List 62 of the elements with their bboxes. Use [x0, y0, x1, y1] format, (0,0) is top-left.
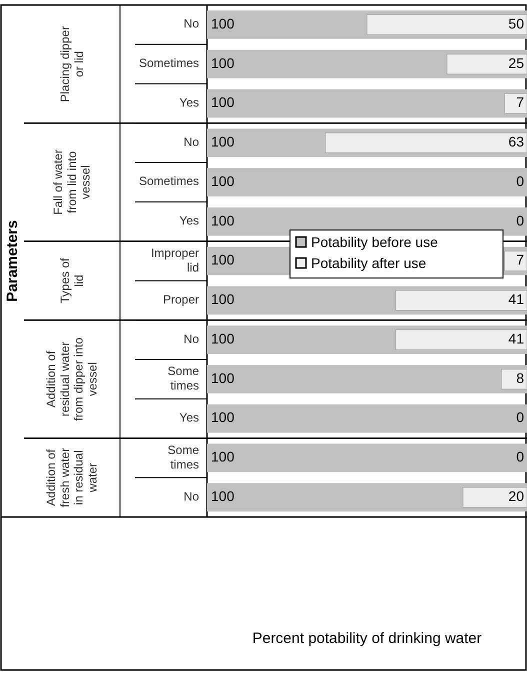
bar: [207, 168, 527, 196]
data-label: 100: [211, 252, 235, 268]
bar: [207, 404, 527, 433]
y-tick-label: No: [184, 135, 200, 150]
bar: [325, 132, 527, 154]
bar: [446, 54, 527, 74]
y-tick-label: Sometimes: [138, 174, 199, 188]
data-label: 0: [516, 448, 524, 465]
data-label: 100: [211, 212, 235, 228]
data-label: 100: [211, 330, 235, 346]
y-tick-label: Yes: [179, 214, 199, 228]
text: Percent potability of drinking water: [252, 630, 482, 647]
data-label: 100: [211, 15, 235, 32]
bar: [207, 364, 527, 394]
data-label: 100: [211, 448, 235, 465]
data-label: 100: [211, 54, 235, 71]
data-label: 20: [508, 488, 524, 504]
text: Types of lid: [58, 257, 86, 304]
text: Placing dipper or lid: [58, 26, 86, 102]
y-tick-label: No: [184, 332, 200, 346]
data-label: 8: [516, 370, 524, 386]
data-label: 0: [516, 172, 524, 189]
y-tick-label: Yes: [179, 96, 199, 110]
data-label: 41: [508, 291, 524, 308]
y-tick-label: Yes: [179, 410, 199, 425]
y-tick-label: Some times: [168, 364, 200, 393]
text: Parameters: [4, 220, 21, 302]
data-label: 100: [211, 409, 235, 426]
text: Addition of residual water from dipper into vessel: [44, 337, 100, 421]
data-label: 100: [211, 94, 235, 110]
y-tick-label: Improper lid: [150, 246, 199, 275]
data-label: 7: [516, 94, 524, 110]
data-label: 100: [211, 291, 235, 308]
y-tick-label: No: [184, 16, 200, 31]
data-label: 0: [516, 409, 524, 426]
bar: [462, 487, 527, 508]
data-label: 100: [211, 488, 235, 504]
data-label: 25: [508, 54, 524, 71]
bar: [504, 93, 527, 114]
legend-label: Potability after use: [311, 255, 426, 271]
text: Fall of water from lid into vessel: [51, 150, 93, 215]
data-label: 50: [508, 15, 524, 32]
data-label: 100: [211, 370, 235, 386]
bar: [396, 290, 527, 311]
data-label: 0: [516, 212, 524, 228]
bar: [504, 250, 527, 272]
data-label: 41: [508, 330, 524, 346]
data-label: 63: [508, 134, 524, 150]
y-tick-label: Sometimes: [138, 56, 199, 70]
bar: [207, 89, 527, 118]
y-tick-label: No: [184, 489, 200, 504]
y-tick-label: Some times: [168, 443, 200, 472]
bar: [366, 14, 527, 35]
bar: [207, 444, 527, 472]
text: Addition of fresh water in residual water: [44, 448, 100, 508]
data-label: 7: [516, 252, 524, 268]
data-label: 100: [211, 134, 235, 150]
data-label: 100: [211, 172, 235, 189]
bar: [396, 330, 527, 350]
bar: [501, 368, 527, 390]
y-tick-label: Proper: [162, 292, 199, 307]
series-label: Potability before use: [311, 234, 438, 250]
